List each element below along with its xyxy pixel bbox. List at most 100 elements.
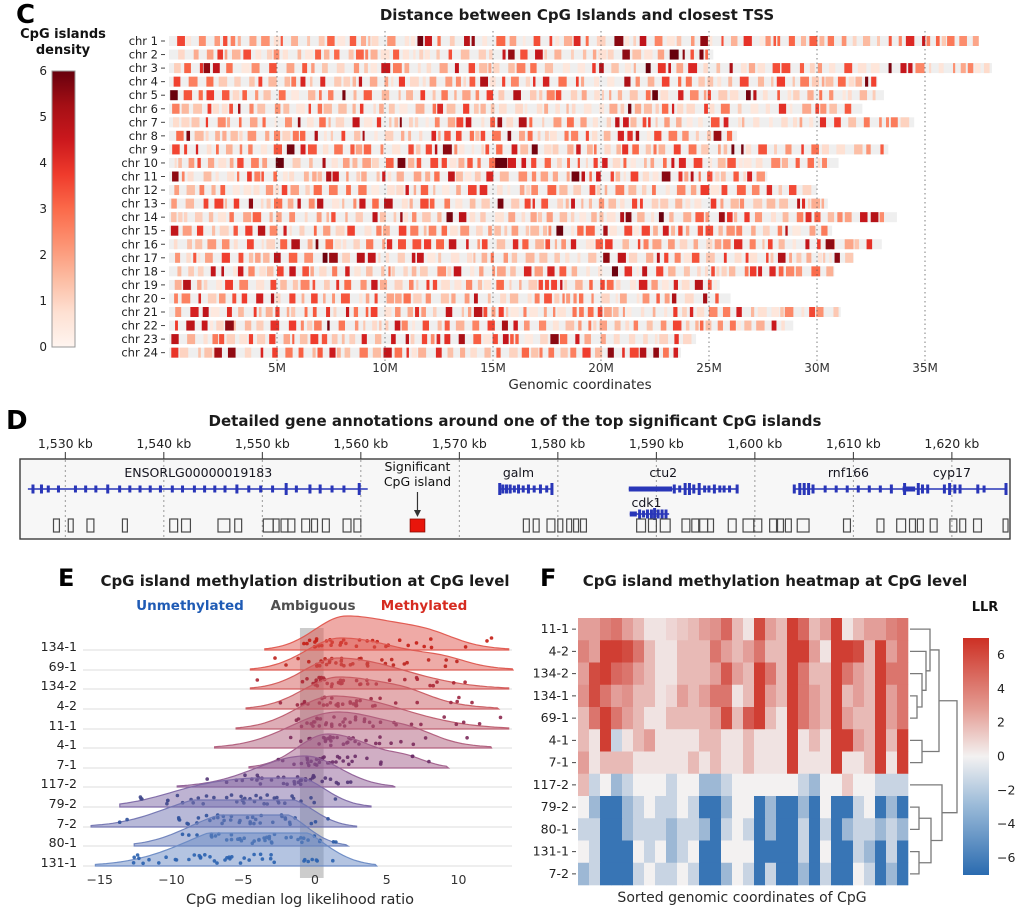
density-segment [678, 90, 684, 101]
density-segment [844, 239, 854, 250]
density-segment [659, 334, 669, 345]
density-segment [289, 225, 292, 236]
cpg-dot [422, 644, 427, 649]
density-segment [326, 307, 331, 317]
heatmap-cell [875, 818, 887, 841]
density-segment [495, 212, 504, 223]
density-segment [701, 144, 709, 155]
density-segment [424, 49, 430, 60]
heatmap-cell [732, 684, 744, 708]
heatmap-cell [798, 818, 810, 841]
density-segment [371, 279, 378, 290]
density-segment [671, 293, 677, 304]
gene-exon [802, 483, 806, 495]
density-segment [274, 117, 277, 128]
density-segment [795, 157, 800, 168]
density-segment [609, 103, 618, 114]
density-segment [567, 157, 570, 168]
density-segment [291, 76, 297, 87]
density-segment [399, 117, 402, 128]
heatmap-cell [622, 684, 634, 708]
heatmap-cell [578, 684, 590, 708]
heatmap-cell [809, 840, 821, 864]
density-segment [615, 293, 618, 304]
density-segment [632, 198, 638, 209]
density-segment [650, 157, 655, 168]
density-segment [246, 239, 254, 250]
density-segment [497, 198, 504, 209]
density-segment [802, 185, 812, 196]
density-segment [544, 130, 549, 141]
density-segment [721, 185, 728, 196]
density-segment [193, 103, 202, 114]
density-segment [729, 63, 733, 74]
heatmap-cell [677, 640, 689, 663]
density-segment [751, 185, 760, 196]
panel-d-graphics: 1,530 kb 1,540 kb 1,550 kb 1,560 kb 1,570 kb… [19, 436, 1011, 540]
density-segment [308, 90, 316, 101]
colorbar-c [51, 70, 76, 348]
cpg-dot [403, 677, 407, 682]
gene-exon [856, 485, 860, 493]
density-segment [270, 279, 277, 290]
heatmap-cell [842, 640, 854, 663]
density-segment [848, 76, 855, 87]
density-segment [671, 103, 675, 114]
density-segment [765, 103, 770, 114]
heatmap-cell [688, 796, 700, 819]
density-segment [358, 185, 367, 196]
colorbar-c-tick: 2 [39, 248, 47, 262]
density-segment [646, 130, 651, 141]
heatmap-cell [776, 729, 788, 752]
density-segment [214, 198, 224, 209]
density-segment [324, 49, 330, 60]
density-segment [510, 334, 514, 345]
density-segment [855, 76, 862, 87]
density-segment [206, 90, 215, 101]
density-segment [959, 36, 967, 46]
heatmap-cell [666, 751, 678, 775]
cpg-island-box [67, 518, 74, 533]
density-segment [273, 49, 280, 60]
density-segment [652, 239, 662, 250]
cpg-dot [345, 755, 350, 759]
density-segment [793, 90, 800, 101]
heatmap-cell [842, 773, 854, 797]
density-segment [527, 130, 533, 141]
density-segment [261, 36, 270, 46]
row-label-f: 7-2 [549, 866, 569, 881]
density-segment [496, 279, 504, 290]
density-segment [174, 63, 181, 74]
density-segment [384, 198, 393, 209]
density-segment [334, 144, 343, 155]
density-segment [384, 76, 389, 87]
dendrogram-link [919, 817, 932, 864]
gene-exon [649, 509, 653, 519]
x-tick-e: 5 [383, 872, 391, 887]
density-segment [291, 36, 299, 46]
heatmap-cell [853, 862, 865, 886]
density-segment [349, 334, 356, 345]
density-segment [440, 293, 449, 304]
density-segment [188, 157, 195, 168]
density-segment [244, 347, 252, 358]
density-segment [560, 347, 568, 358]
colorbar-c-tick: 4 [39, 156, 47, 170]
density-segment [496, 144, 503, 155]
density-segment [413, 293, 422, 304]
density-segment [788, 185, 797, 196]
density-segment [479, 63, 488, 74]
density-segment [664, 293, 670, 304]
density-segment [429, 198, 435, 209]
heatmap-cell [578, 751, 590, 775]
panel-letter-e: E [58, 564, 75, 592]
density-segment [411, 266, 417, 277]
density-segment [613, 307, 619, 317]
density-segment [829, 103, 837, 114]
density-segment [518, 117, 527, 128]
chromosome-label: chr 6 [129, 102, 158, 116]
cpg-dot [402, 662, 407, 666]
density-segment [296, 103, 305, 114]
density-segment [409, 198, 413, 209]
cpg-island-box [301, 518, 311, 533]
